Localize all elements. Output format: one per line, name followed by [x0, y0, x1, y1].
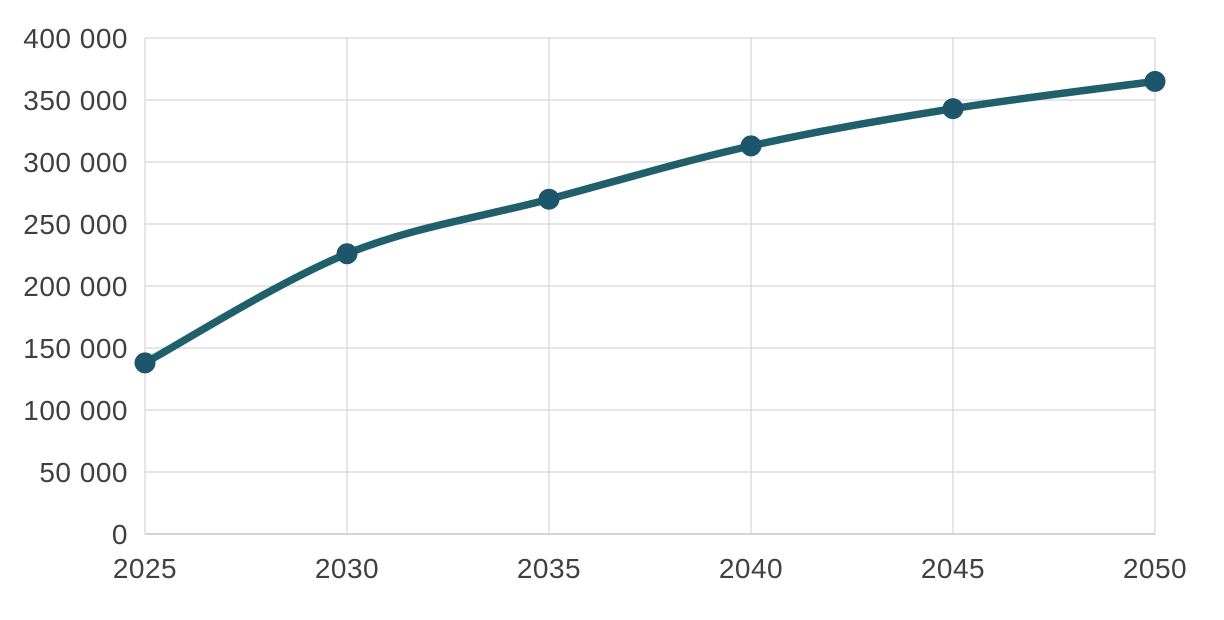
- y-axis-tick-label: 50 000: [39, 457, 128, 488]
- y-axis-tick-label: 250 000: [23, 209, 128, 240]
- x-axis-tick-label: 2035: [517, 553, 581, 584]
- data-point-marker: [740, 135, 762, 157]
- y-axis-tick-label: 350 000: [23, 85, 128, 116]
- x-axis-tick-label: 2030: [315, 553, 379, 584]
- y-axis-tick-label: 400 000: [23, 23, 128, 54]
- y-axis-tick-label: 0: [112, 519, 128, 550]
- y-axis-tick-label: 200 000: [23, 271, 128, 302]
- data-point-marker: [134, 352, 156, 374]
- x-axis-tick-label: 2025: [113, 553, 177, 584]
- y-axis-tick-label: 300 000: [23, 147, 128, 178]
- data-point-marker: [942, 98, 964, 120]
- y-axis-tick-label: 150 000: [23, 333, 128, 364]
- x-axis-tick-label: 2040: [719, 553, 783, 584]
- data-point-marker: [336, 243, 358, 265]
- x-axis-tick-label: 2045: [921, 553, 985, 584]
- data-point-marker: [1144, 70, 1166, 92]
- y-axis-tick-label: 100 000: [23, 395, 128, 426]
- series-line: [141, 77, 1159, 367]
- data-point-marker: [538, 188, 560, 210]
- x-axis-tick-label: 2050: [1123, 553, 1187, 584]
